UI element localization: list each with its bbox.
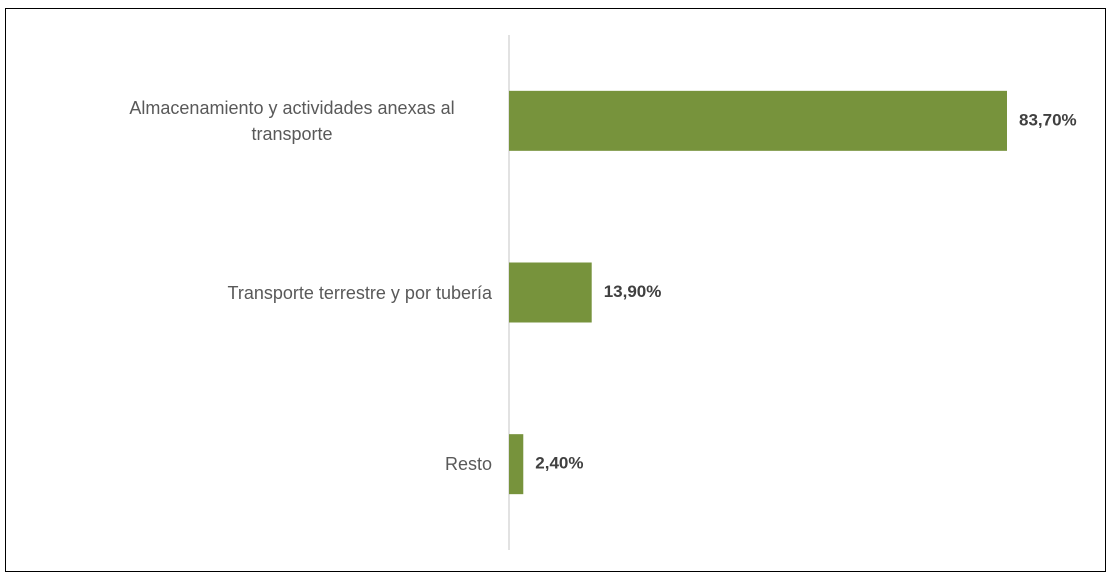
chart-frame	[5, 8, 1106, 572]
category-label: Resto	[444, 454, 492, 475]
data-label: 83,70%	[1019, 110, 1077, 129]
bar	[509, 90, 1007, 151]
data-label: 13,90%	[604, 282, 662, 301]
category-label: Almacenamiento y actividades anexas al t…	[129, 97, 455, 144]
category-label: Transporte terrestre y por tubería	[227, 282, 492, 303]
bar	[509, 434, 524, 495]
bar	[509, 262, 592, 323]
data-label: 2,40%	[535, 454, 583, 473]
